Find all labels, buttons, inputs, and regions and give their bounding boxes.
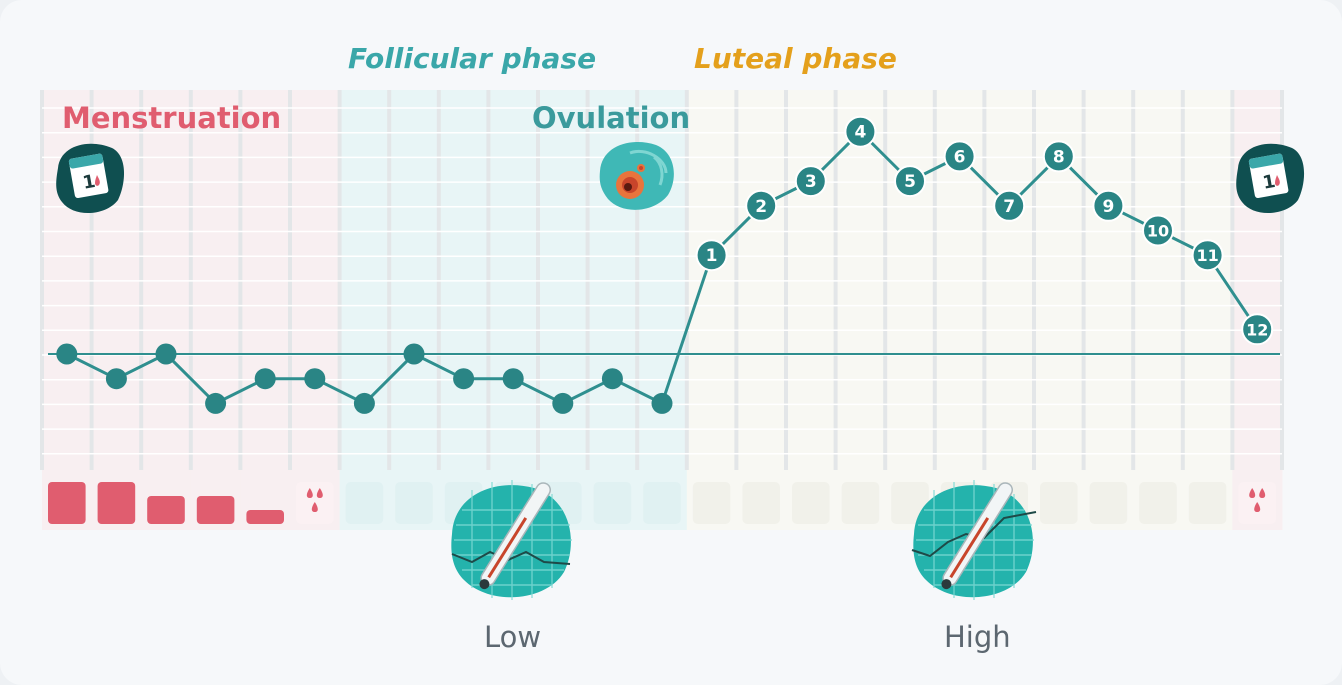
temperature-point-numbered: 6: [943, 140, 976, 173]
svg-text:1: 1: [1261, 171, 1277, 194]
temperature-point: [403, 343, 425, 365]
temperature-point: [552, 392, 574, 414]
temperature-point-numbered: 8: [1042, 140, 1075, 173]
temperature-point-numbered: 2: [745, 189, 778, 222]
flow-bar-day-5: [246, 510, 284, 524]
point-label: 5: [904, 172, 916, 192]
point-label: 9: [1102, 197, 1114, 217]
day-column-17: [835, 90, 886, 530]
day-column-4: [190, 90, 241, 530]
day-column-24: [1182, 90, 1233, 530]
point-label: 4: [854, 123, 866, 143]
flow-bar-day-3: [147, 496, 185, 524]
flow-cell-day-17: [841, 482, 880, 524]
flow-cell-day-22: [1089, 482, 1128, 524]
temperature-point-numbered: 7: [993, 189, 1026, 222]
flow-cell-day-14: [692, 482, 731, 524]
flow-cell-day-23: [1139, 482, 1177, 524]
flow-cell-day-7: [345, 482, 384, 524]
point-label: 10: [1147, 222, 1169, 241]
temperature-point: [601, 368, 623, 390]
day-column-20: [984, 90, 1035, 530]
flow-bar-day-1: [48, 482, 86, 524]
egg-cell-icon: [599, 142, 674, 210]
point-label: 2: [755, 197, 767, 217]
luteal-phase-title: Luteal phase: [694, 42, 897, 75]
day-column-7: [339, 90, 390, 530]
day-column-8: [389, 90, 440, 530]
temperature-point: [651, 392, 673, 414]
temperature-point-numbered: 9: [1092, 189, 1125, 222]
day-column-11: [538, 90, 589, 530]
temperature-point: [105, 368, 127, 390]
temperature-point-numbered: 11: [1191, 239, 1224, 272]
thermometer-icon: [911, 480, 1037, 600]
svg-text:1: 1: [81, 171, 97, 194]
flow-cell-day-8: [395, 482, 433, 524]
calendar-icon: 1: [1236, 143, 1305, 214]
temperature-point: [304, 368, 326, 390]
thermometer-icon: [451, 480, 572, 600]
flow-cell-day-13: [643, 482, 681, 524]
point-label: 7: [1003, 197, 1015, 217]
temperature-point-numbered: 12: [1241, 313, 1274, 346]
day-column-15: [736, 90, 787, 530]
flow-cell-day-24: [1188, 482, 1227, 524]
day-column-5: [240, 90, 291, 530]
temperature-point: [502, 368, 524, 390]
low-temperature-label: Low: [484, 620, 542, 654]
blood-drops-icon: [306, 488, 323, 512]
day-column-10: [488, 90, 539, 530]
follicular-phase-title: Follicular phase: [348, 42, 597, 75]
point-label: 3: [805, 172, 817, 192]
flow-cell-day-16: [792, 482, 830, 524]
day-column-18: [885, 90, 936, 530]
temperature-point: [155, 343, 177, 365]
flow-cell-day-15: [742, 482, 780, 524]
day-column-14: [686, 90, 737, 530]
temperature-point: [254, 368, 276, 390]
temperature-point: [453, 368, 475, 390]
day-column-9: [438, 90, 489, 530]
point-label: 11: [1196, 246, 1218, 265]
point-label: 8: [1053, 147, 1065, 167]
temperature-point-numbered: 5: [894, 165, 926, 198]
day-column-6: [290, 90, 341, 530]
flow-bar-day-4: [196, 496, 235, 524]
day-column-23: [1133, 90, 1184, 530]
high-temperature-label: High: [944, 620, 1011, 654]
blood-drops-icon: [1249, 488, 1266, 512]
temperature-point: [353, 392, 375, 414]
day-column-16: [786, 90, 837, 530]
temperature-point-numbered: 4: [844, 115, 877, 148]
flow-bar-day-2: [97, 482, 136, 524]
flow-cell-day-12: [593, 482, 632, 524]
day-column-22: [1083, 90, 1134, 530]
temperature-point: [205, 392, 227, 414]
temperature-point-numbered: 10: [1142, 214, 1174, 247]
temperature-point-numbered: 3: [794, 165, 827, 198]
day-column-3: [141, 90, 192, 530]
point-label: 1: [706, 246, 718, 266]
calendar-icon: 1: [56, 143, 125, 214]
menstruation-label: Menstruation: [62, 101, 282, 135]
point-label: 12: [1246, 320, 1268, 339]
temperature-point-numbered: 1: [695, 239, 728, 272]
point-label: 6: [954, 147, 966, 167]
flow-cell-day-21: [1040, 482, 1078, 524]
temperature-point: [56, 343, 78, 365]
ovulation-label: Ovulation: [532, 101, 691, 135]
